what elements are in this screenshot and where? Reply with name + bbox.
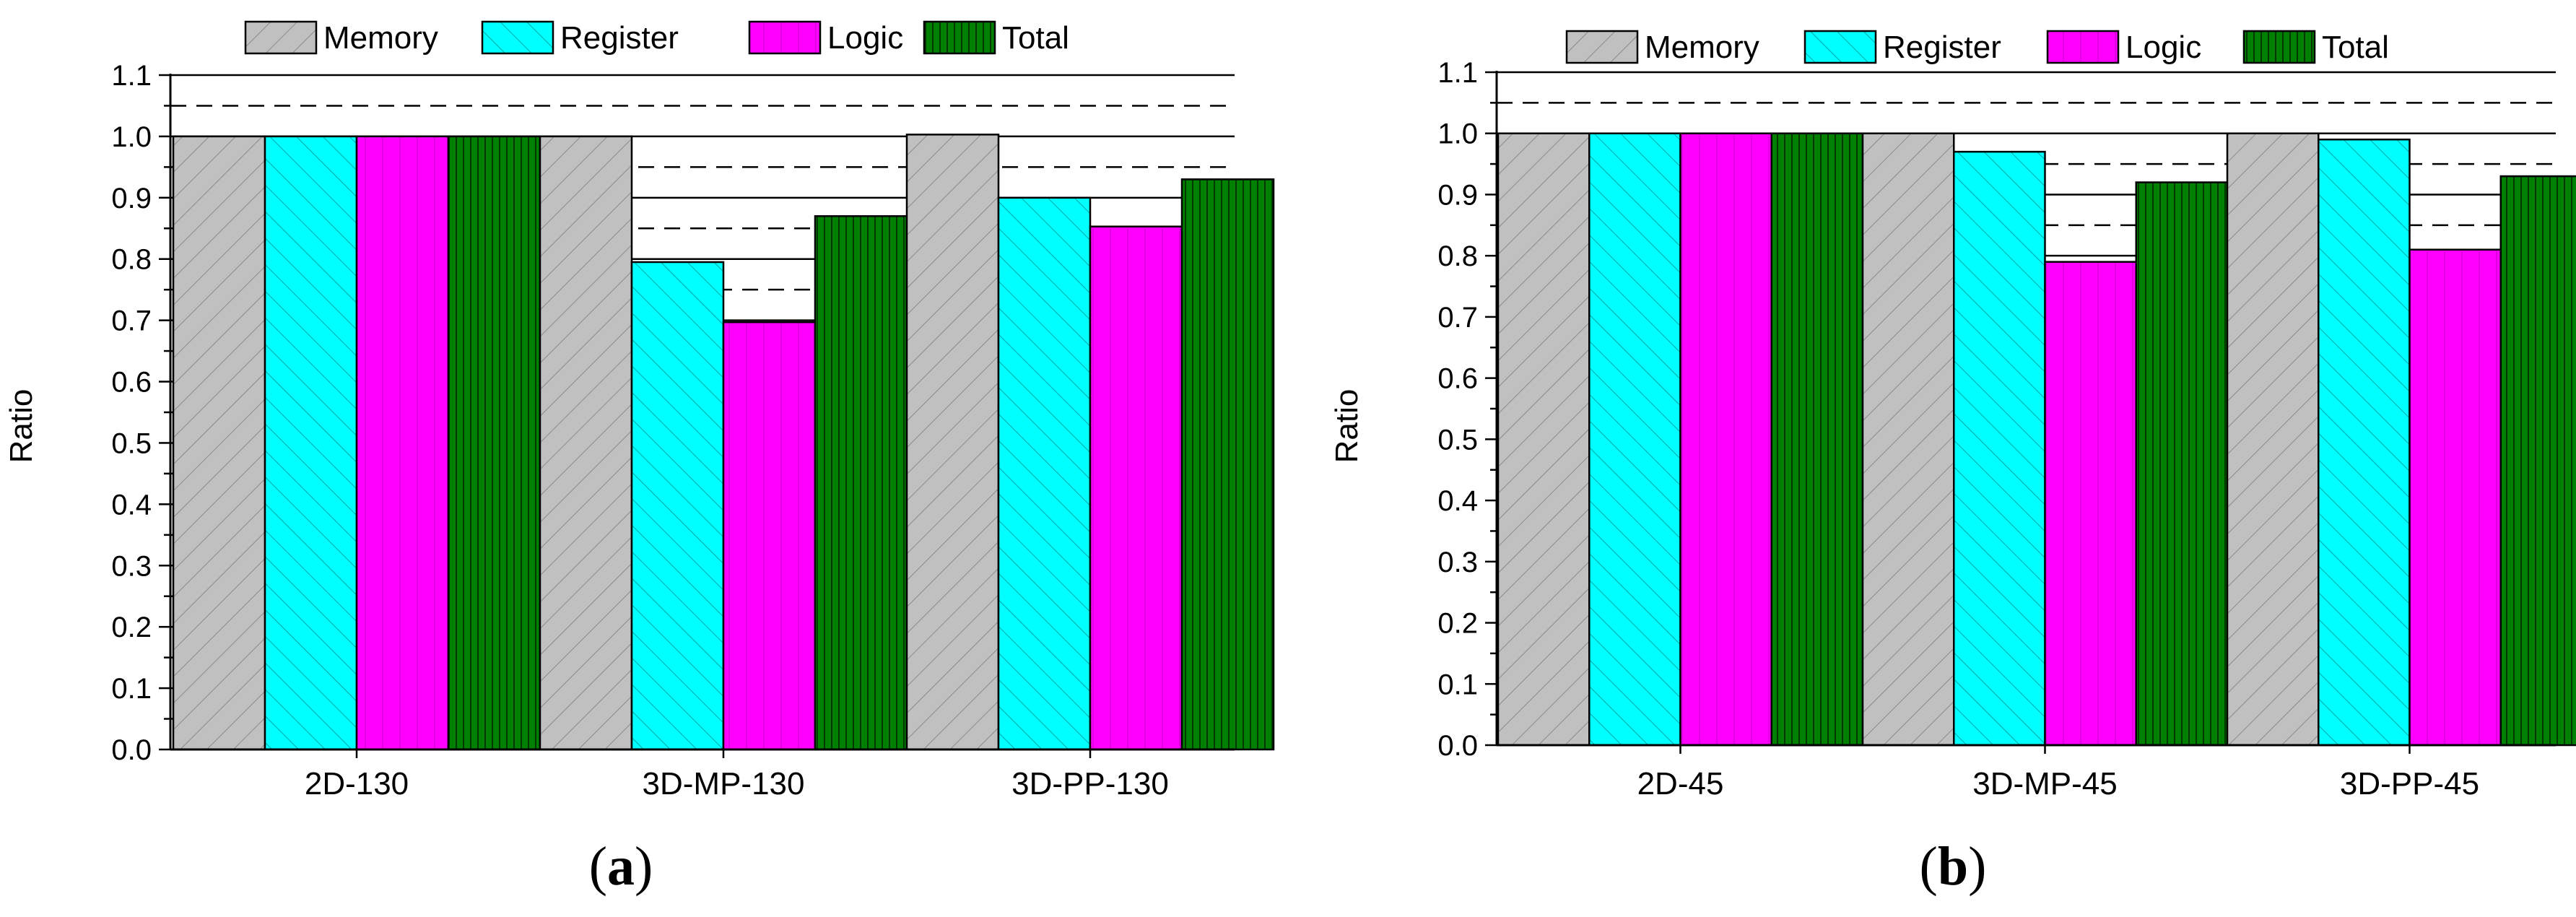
bar-register-2d-45 [1588,132,1681,747]
bar-memory-3d-mp-45 [1861,132,1955,747]
y-axis-label: Ratio [1329,389,1365,464]
legend-label-memory: Memory [323,20,438,56]
panel-label: (a) [589,836,653,897]
x-tick-label: 3D-PP-130 [1011,766,1169,801]
bar-register-3d-pp-45 [2318,138,2411,747]
panel-letter: b [1938,836,1968,897]
legend-label-total: Total [2322,30,2389,65]
panel-label: (b) [1920,836,1987,897]
legend-swatch-total [923,20,996,55]
y-tick-label: 0.1 [111,673,152,705]
bar-register-2d-130 [264,135,358,751]
y-tick-label: 0.8 [1437,240,1478,272]
bar-memory-2d-45 [1497,132,1591,747]
y-tick-label: 0.3 [1437,547,1478,578]
y-tick-label: 0.9 [1437,179,1478,211]
legend-swatch-logic [748,20,822,55]
bar-total-3d-pp-130 [1180,178,1275,751]
bar-logic-3d-mp-130 [722,321,817,751]
legend-swatch-memory [1565,30,1639,64]
y-tick-label: 0.1 [1437,669,1478,700]
legend-swatch-memory [244,20,318,55]
y-tick-label: 0.3 [111,550,152,582]
bar-register-3d-mp-45 [1953,150,2046,747]
bar-total-3d-mp-130 [814,215,908,751]
y-tick-label: 0.4 [1437,485,1478,517]
bar-logic-3d-mp-45 [2044,261,2137,747]
legend-label-memory: Memory [1645,30,1759,65]
x-tick-label: 2D-45 [1637,766,1724,801]
legend-label-total: Total [1002,20,1069,56]
y-tick-label: 1.1 [111,60,152,92]
legend-swatch-logic [2046,30,2120,64]
y-tick-label: 0.8 [111,244,152,276]
y-tick-label: 0.6 [1437,363,1478,395]
legend-swatch-total [2242,30,2316,64]
y-axis-label: Ratio [4,389,39,464]
y-tick-label: 0.2 [1437,608,1478,640]
bar-register-3d-pp-130 [997,196,1092,751]
y-tick-label: 0.6 [111,367,152,399]
bar-register-3d-mp-130 [630,261,725,751]
bar-logic-2d-130 [355,135,450,751]
legend-label-logic: Logic [827,20,903,56]
y-tick-label: 1.0 [1437,118,1478,150]
x-tick-label: 3D-PP-45 [2340,766,2479,801]
y-tick-label: 0.4 [111,489,152,521]
chart-panel-b: 2D-45 3D-MP-45 3D-PP-45 0.0 0.1 0.2 0.3 0.4 0.5 0… [1329,30,2576,897]
y-tick-label: 0.7 [1437,302,1478,334]
y-tick-label: 0.9 [111,183,152,214]
y-tick-label: 0.5 [111,427,152,459]
bar-total-3d-pp-45 [2499,175,2576,747]
y-tick-label: 0.7 [111,305,152,337]
y-tick-label: 0.2 [111,612,152,643]
x-tick-label: 2D-130 [305,766,409,801]
bar-memory-3d-pp-45 [2226,132,2320,747]
y-tick-label: 1.0 [111,121,152,153]
bar-logic-2d-45 [1679,132,1772,747]
x-tick-label: 3D-MP-130 [643,766,805,801]
bar-memory-3d-pp-130 [905,134,1000,751]
bar-total-2d-45 [1770,132,1864,747]
bar-memory-3d-mp-130 [539,135,633,751]
y-tick-label: 0.5 [1437,424,1478,456]
panel-letter: a [607,836,635,897]
bar-memory-2d-130 [172,135,266,751]
y-tick-label: 1.1 [1437,57,1478,89]
x-tick-label: 3D-MP-45 [1972,766,2118,801]
bar-logic-3d-pp-130 [1089,225,1183,751]
chart-panel-a: 2D-130 3D-MP-130 3D-PP-130 0.0 0.1 0.2 0.3 0.4 0… [4,20,1275,897]
bar-total-3d-mp-45 [2135,181,2229,747]
legend-label-register: Register [1883,30,2001,65]
legend-label-register: Register [560,20,679,56]
bar-total-2d-130 [447,135,541,751]
legend-swatch-register [1803,30,1877,64]
y-tick-label: 0.0 [1437,730,1478,762]
bar-logic-3d-pp-45 [2409,248,2502,747]
legend-label-logic: Logic [2125,30,2201,65]
legend-swatch-register [481,20,554,55]
y-tick-label: 0.0 [111,734,152,766]
